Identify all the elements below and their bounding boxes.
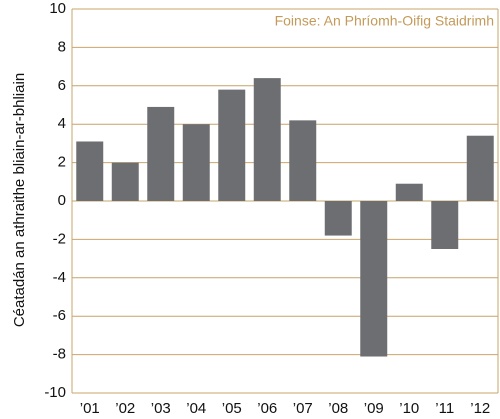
bar [182,124,210,201]
x-tick-label: ’11 [435,400,454,417]
bar [360,201,388,357]
x-tick-label: ’01 [80,400,100,417]
x-tick-label: ’08 [328,400,348,417]
y-tick-label: 0 [58,192,66,209]
x-tick-label: ’03 [151,400,171,417]
y-tick-label: -2 [53,230,66,247]
x-tick-label: ’04 [186,400,206,417]
x-tick-label: ’06 [257,400,277,417]
bar [431,201,459,249]
x-tick-label: ’09 [364,400,384,417]
x-tick-label: ’02 [115,400,135,417]
bar [395,183,423,201]
y-tick-label: -8 [53,346,66,363]
x-tick-label: ’07 [293,400,313,417]
y-tick-label: 8 [58,38,66,55]
bar [111,162,139,201]
bar [253,78,281,201]
bar [218,89,246,201]
y-tick-label: -6 [53,307,66,324]
y-tick-label: 4 [58,115,66,132]
bar [76,141,104,201]
bar [324,201,352,236]
x-tick-label: ’12 [470,400,490,417]
y-tick-label: -4 [53,269,66,286]
y-tick-label: 2 [58,154,66,171]
y-tick-label: -10 [44,384,66,401]
y-tick-label: 6 [58,77,66,94]
y-tick-label: 10 [49,0,66,17]
bar [289,120,317,201]
annotation: Foinse: An Phríomh-Oifig Staidrimh [275,13,494,29]
x-tick-label: ’05 [222,400,242,417]
x-tick-label: ’10 [399,400,419,417]
bar [147,106,175,201]
bar [466,135,494,201]
y-axis-label: Céatadán an athraithe bliain-ar-bhliain [11,73,28,327]
